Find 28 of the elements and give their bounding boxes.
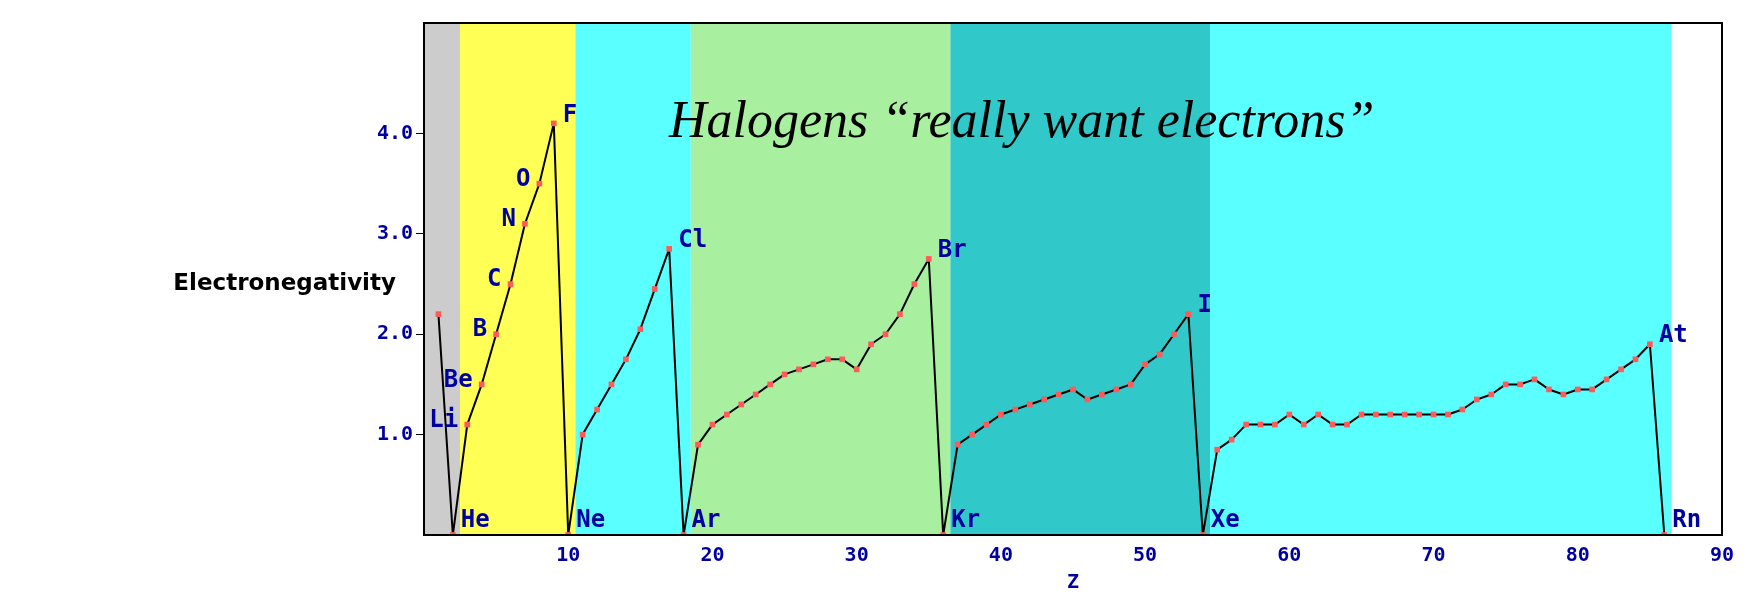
x-tick-label: 40 — [988, 542, 1013, 567]
annotation: B — [472, 314, 488, 343]
annotation: Rn — [1672, 505, 1702, 534]
x-tick-label: 70 — [1421, 542, 1446, 567]
annotation: Ne — [576, 505, 606, 534]
y-tick-label: 2.0 — [376, 320, 413, 345]
y-tick-label: 4.0 — [376, 119, 413, 144]
x-tick-label: 50 — [1133, 542, 1158, 567]
x-axis-title: Z — [1066, 569, 1080, 594]
annotation: C — [487, 264, 502, 293]
annotation: Ar — [691, 505, 721, 534]
x-tick-label: 20 — [700, 542, 725, 567]
annotation: I — [1197, 290, 1212, 319]
annotation: He — [460, 505, 490, 534]
x-tick-label: 80 — [1565, 542, 1590, 567]
x-tick-label: 90 — [1709, 542, 1735, 567]
y-axis-title: Electronegativity — [173, 268, 396, 295]
y-tick-label: 1.0 — [376, 420, 413, 445]
annotation: Cl — [678, 225, 708, 254]
x-tick-label: 10 — [556, 542, 581, 567]
annotation: N — [501, 204, 516, 233]
y-tick-label: 3.0 — [376, 220, 413, 245]
x-tick-label: 60 — [1277, 542, 1302, 567]
annotation: O — [515, 163, 531, 192]
annotation: F — [562, 99, 578, 128]
x-tick-label: 30 — [844, 542, 869, 567]
annotation: Kr — [951, 505, 981, 534]
annotation: Xe — [1210, 505, 1240, 534]
